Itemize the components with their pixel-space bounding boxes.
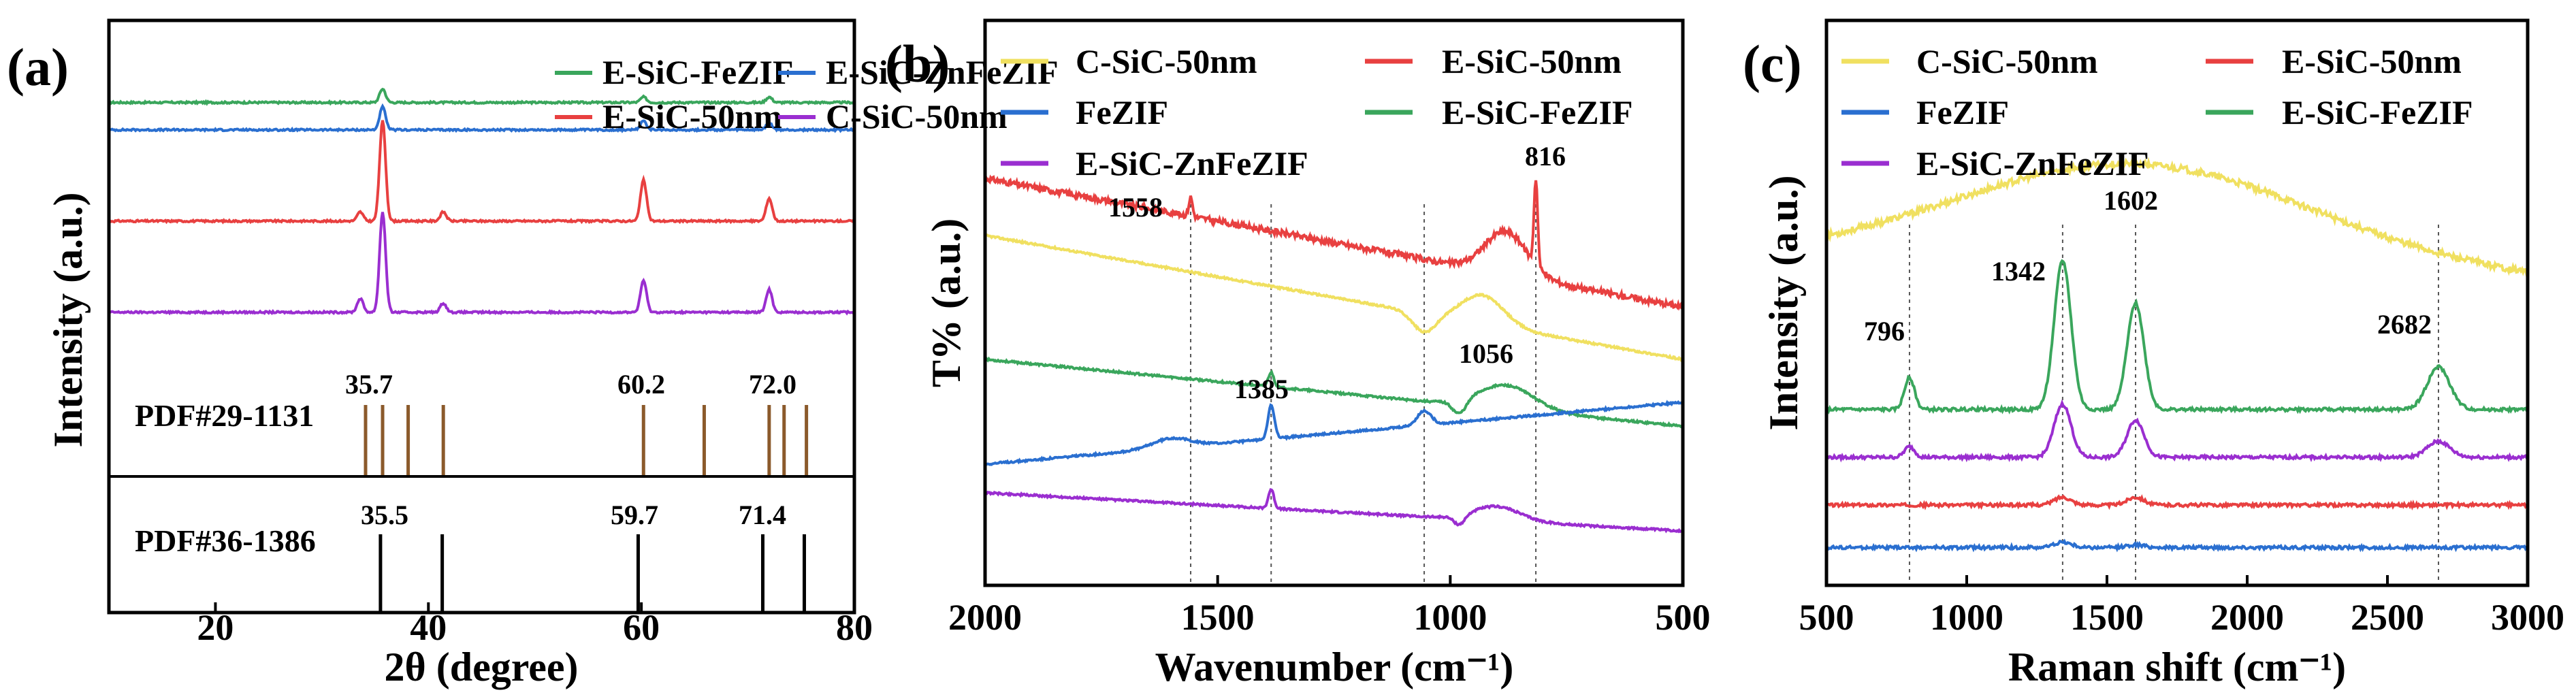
peak-label-a-602: 60.2 (617, 369, 665, 400)
panel-label-a: (a) (7, 37, 69, 97)
y-axis-label-a: Intensity (a.u.) (46, 192, 91, 447)
peak-label-c-2682: 2682 (2377, 309, 2432, 340)
series-line-b-0 (984, 174, 1684, 311)
series-line-c-2 (1825, 399, 2529, 463)
series-line-a-2 (108, 120, 854, 225)
x-tick-label-c-2: 1500 (2070, 597, 2144, 638)
x-tick-label-c-0: 500 (1799, 597, 1854, 638)
x-tick-label-a-3: 80 (836, 607, 873, 648)
legend-label-a-3: C-SiC-50nm (826, 97, 1008, 135)
legend-label-b-2: FeZIF (1076, 93, 1168, 131)
peak-label-a-357: 35.7 (345, 369, 393, 400)
series-line-a-0 (108, 87, 855, 106)
x-tick-label-a-2: 60 (623, 607, 660, 648)
panel-label-b: (b) (885, 34, 950, 93)
x-tick-label-a-0: 20 (197, 607, 234, 648)
peak-label-b-816: 816 (1525, 141, 1566, 172)
peak-label-b-1056: 1056 (1459, 338, 1513, 369)
series-line-c-4 (1826, 538, 2529, 553)
peak-label-a-714: 71.4 (739, 500, 786, 530)
axes-frame-a (107, 18, 856, 615)
panel-a: 20 40 60 80 2θ (degree) Intensity (a.u.) E-… (46, 18, 1059, 689)
series-line-b-4 (984, 487, 1684, 534)
legend-label-b-3: E-SiC-FeZIF (1442, 93, 1633, 131)
x-tick-label-c-5: 3000 (2491, 597, 2564, 638)
x-tick-label-b-2: 1000 (1413, 597, 1487, 638)
legend-label-b-0: C-SiC-50nm (1076, 42, 1257, 80)
peak-label-a-355: 35.5 (361, 500, 408, 530)
x-axis-label-b: Wavenumber (cm⁻¹) (1155, 645, 1514, 689)
x-tick-label-c-3: 2000 (2210, 597, 2284, 638)
reference-label-a-1: PDF#36-1386 (135, 523, 316, 558)
legend-label-a-1: E-SiC-ZnFeZIF (826, 53, 1059, 91)
panel-label-c: (c) (1743, 34, 1802, 93)
legend-label-b-1: E-SiC-50nm (1442, 42, 1622, 80)
peak-label-a-720: 72.0 (749, 369, 796, 400)
series-line-b-2 (984, 356, 1684, 429)
y-axis-label-b: T% (a.u.) (924, 218, 969, 387)
series-line-a-3 (108, 212, 856, 316)
legend-label-c-1: E-SiC-50nm (2282, 42, 2462, 80)
legend-label-c-4: E-SiC-ZnFeZIF (1916, 144, 2149, 182)
series-line-b-1 (984, 233, 1684, 363)
legend-label-a-2: E-SiC-50nm (602, 97, 782, 135)
x-axis-label-c: Raman shift (cm⁻¹) (2008, 645, 2346, 689)
legend-label-c-0: C-SiC-50nm (1916, 42, 2098, 80)
series-line-a-1 (108, 103, 856, 133)
reference-label-a-0: PDF#29-1131 (135, 398, 314, 433)
peak-label-c-1342: 1342 (1991, 256, 2046, 287)
series-line-b-3 (984, 400, 1684, 467)
x-tick-label-a-1: 40 (410, 607, 447, 648)
axes-frame-b (983, 18, 1685, 587)
peak-label-b-1385: 1385 (1234, 374, 1289, 404)
x-axis-label-a: 2θ (degree) (384, 645, 578, 689)
peak-label-c-796: 796 (1864, 316, 1905, 346)
series-line-c-0 (1825, 157, 2529, 278)
series-line-c-3 (1825, 494, 2529, 510)
panel-b: 2000 1500 1000 500 Wavenumber (cm⁻¹) T% (a.… (924, 18, 1711, 689)
legend-label-a-0: E-SiC-FeZIF (602, 53, 794, 91)
x-tick-label-b-1: 1500 (1181, 597, 1255, 638)
legend-label-c-3: E-SiC-FeZIF (2282, 93, 2473, 131)
series-line-c-1 (1826, 259, 2529, 414)
x-tick-label-b-3: 500 (1656, 597, 1711, 638)
x-tick-label-c-4: 2500 (2351, 597, 2424, 638)
panel-c: 500 1000 1500 2000 2500 3000 Raman shift (cm⁻… (1761, 18, 2564, 689)
x-tick-label-b-0: 2000 (948, 597, 1022, 638)
legend-label-b-4: E-SiC-ZnFeZIF (1076, 144, 1308, 182)
axes-frame-c (1824, 18, 2530, 587)
legend-label-c-2: FeZIF (1916, 93, 2009, 131)
peak-label-b-1558: 1558 (1108, 192, 1163, 223)
peak-label-a-597: 59.7 (611, 500, 658, 530)
y-axis-label-c: Intensity (a.u.) (1761, 175, 1806, 430)
x-tick-label-c-1: 1000 (1930, 597, 2003, 638)
peak-label-c-1602: 1602 (2104, 185, 2158, 216)
